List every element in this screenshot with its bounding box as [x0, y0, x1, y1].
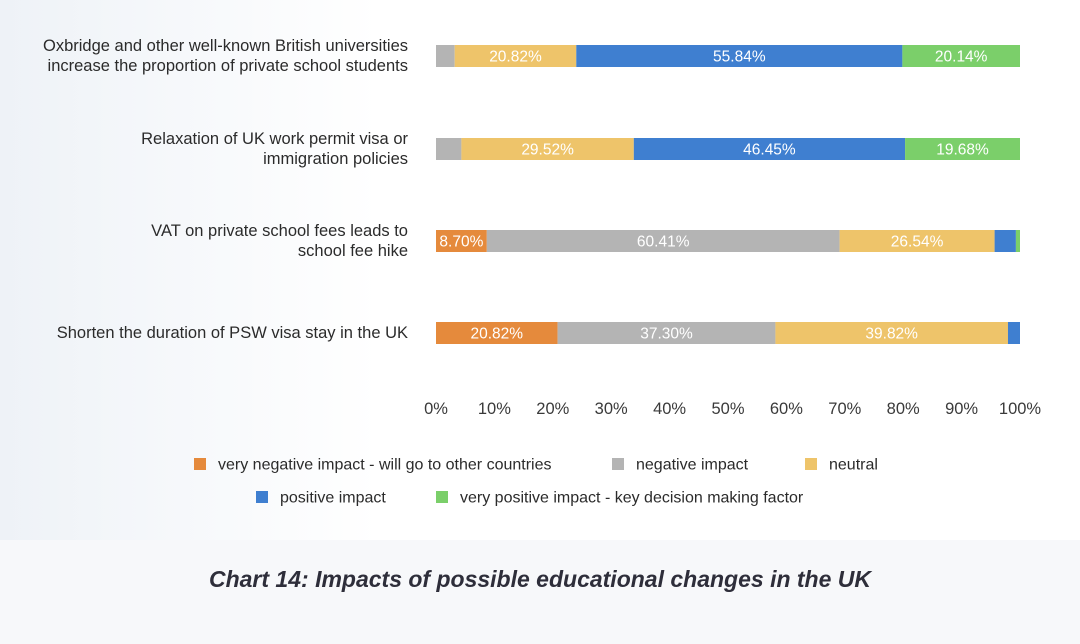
x-tick-label: 10%	[478, 400, 511, 418]
bar-segment	[436, 230, 487, 252]
bar-segment	[633, 138, 906, 160]
data-label: 26.54%	[891, 234, 944, 251]
data-label: 19.68%	[936, 142, 989, 159]
chart-caption: Chart 14: Impacts of possible educationa…	[208, 566, 872, 592]
legend-label: very positive impact - key decision maki…	[460, 490, 804, 507]
category-label: Shorten the duration of PSW visa stay in…	[57, 324, 408, 342]
data-label: 39.82%	[865, 326, 918, 343]
x-tick-label: 40%	[653, 400, 686, 418]
x-tick-label: 80%	[887, 400, 920, 418]
bar-segment	[994, 230, 1016, 252]
category-label: Relaxation of UK work permit visa or	[141, 130, 408, 148]
data-label: 20.14%	[935, 49, 988, 66]
legend-swatch	[805, 458, 817, 470]
x-tick-label: 20%	[536, 400, 569, 418]
legend-swatch	[194, 458, 206, 470]
chart-panel	[0, 0, 1080, 540]
bar-segment	[775, 322, 1008, 344]
category-label: VAT on private school fees leads to	[151, 222, 408, 240]
x-tick-label: 30%	[595, 400, 628, 418]
bar-segment	[1007, 322, 1020, 344]
data-label: 55.84%	[713, 49, 766, 66]
legend-label: very negative impact - will go to other …	[218, 457, 551, 474]
data-label: 46.45%	[743, 142, 796, 159]
legend-swatch	[256, 491, 268, 503]
category-label: Oxbridge and other well-known British un…	[43, 37, 408, 55]
legend-swatch	[436, 491, 448, 503]
stacked-bar-chart: Oxbridge and other well-known British un…	[43, 37, 1042, 507]
x-tick-label: 90%	[945, 400, 978, 418]
data-label: 8.70%	[439, 234, 483, 251]
data-label: 20.82%	[489, 49, 542, 66]
category-label: immigration policies	[263, 150, 408, 168]
bar-segment	[902, 45, 1020, 67]
x-tick-label: 100%	[999, 400, 1042, 418]
bar-segment	[1015, 230, 1020, 252]
bar-segment	[905, 138, 1020, 160]
legend-label: negative impact	[636, 457, 749, 474]
bar-segment	[486, 230, 840, 252]
bar-segment	[839, 230, 995, 252]
x-tick-label: 60%	[770, 400, 803, 418]
bar-segment	[576, 45, 903, 67]
data-label: 37.30%	[640, 326, 693, 343]
bar-segment	[436, 138, 462, 160]
legend-label: neutral	[829, 457, 878, 474]
x-tick-label: 70%	[828, 400, 861, 418]
category-label: increase the proportion of private schoo…	[48, 57, 408, 75]
bar-segment	[557, 322, 776, 344]
x-tick-label: 50%	[711, 400, 744, 418]
category-label: school fee hike	[298, 242, 408, 260]
x-tick-label: 0%	[424, 400, 448, 418]
data-label: 29.52%	[521, 142, 574, 159]
bar-segment	[436, 45, 455, 67]
bar-segment	[436, 322, 558, 344]
bar-segment	[454, 45, 577, 67]
data-label: 20.82%	[471, 326, 524, 343]
legend-label: positive impact	[280, 490, 386, 507]
bar-segment	[461, 138, 634, 160]
data-label: 60.41%	[637, 234, 690, 251]
legend-swatch	[612, 458, 624, 470]
